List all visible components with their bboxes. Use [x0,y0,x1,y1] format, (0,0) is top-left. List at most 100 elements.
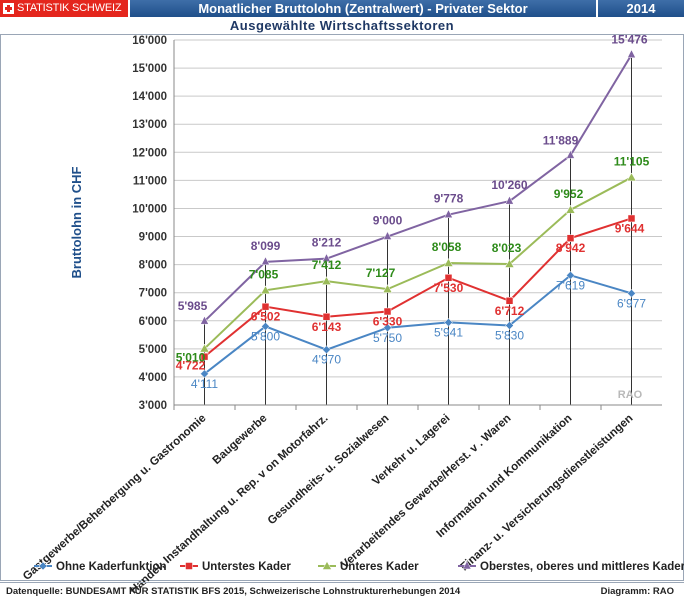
data-point [322,313,331,321]
data-point [444,274,453,282]
legend-item: Oberstes, oberes und mittleres Kader [480,561,684,573]
y-tick-label: 10'000 [132,203,167,215]
y-tick-label: 7'000 [139,288,167,300]
data-point [443,257,454,267]
data-label: 9'952 [554,187,584,201]
data-label: 8'099 [251,239,281,253]
data-point [260,285,271,295]
legend-marker [185,562,193,570]
x-tick-label: Information und Kommunikation [434,412,574,540]
data-point [627,214,636,223]
x-tick-label: Gesundheits- u. Sozialwesen [266,412,392,527]
y-tick-label: 3'000 [139,400,167,412]
data-label: 4'970 [312,353,341,367]
y-tick-label: 16'000 [132,35,167,47]
data-point [505,297,514,305]
data-point [383,230,392,240]
chart-title: Monatlicher Bruttolohn (Zentralwert) - P… [130,0,596,17]
y-tick-label: 13'000 [132,119,167,131]
data-point [444,318,453,327]
watermark-text: RAO [618,389,643,401]
data-point [322,345,331,355]
data-label: 10'260 [491,178,528,192]
year-label: 2014 [598,0,684,17]
y-tick-label: 9'000 [139,232,167,244]
y-tick-label: 12'000 [132,147,167,159]
data-label: 8'212 [312,236,342,250]
data-point [261,302,270,311]
data-point [627,49,636,58]
legend-item: Ohne Kaderfunktion [56,561,167,573]
x-tick-label: Gastgewerbe/Beherbergung u. Gastronomie [21,412,209,583]
data-label: 11'105 [614,154,650,168]
data-point [200,369,209,379]
data-label: 9'000 [373,214,403,228]
data-point [200,352,209,361]
data-label: 5'800 [251,329,280,343]
diagram-credit: Diagramm: RAO [600,586,674,597]
y-tick-label: 14'000 [132,91,167,103]
y-axis-label: Bruttolohn in CHF [69,166,84,278]
data-source: Datenquelle: BUNDESAMT FÜR STATISTIK BFS… [6,586,461,597]
brand-name: STATISTIK SCHWEIZ [17,2,122,14]
data-label: 8'942 [556,241,586,255]
data-point [627,288,636,298]
data-point [505,195,514,205]
data-point [566,234,575,242]
brand-logo: STATISTIK SCHWEIZ [0,0,128,17]
data-label: 9'778 [434,192,464,206]
series-line [203,274,632,375]
header-bar: STATISTIK SCHWEIZ Monatlicher Bruttolohn… [0,0,684,17]
legend-marker [322,560,332,570]
data-point [565,204,576,214]
data-label: 7'530 [434,281,464,295]
data-label: 9'644 [615,221,645,235]
data-label: 7'127 [366,266,396,280]
data-label: 11'889 [543,133,579,147]
data-point [444,209,453,218]
data-point [566,270,575,280]
y-tick-label: 15'000 [132,63,167,75]
legend-item: Unterstes Kader [202,561,291,573]
data-label: 6'330 [373,315,403,329]
data-point [261,256,270,266]
data-point [505,321,514,330]
y-tick-label: 6'000 [139,316,167,328]
chart-subtitle: Ausgewählte Wirtschaftssektoren [229,18,455,33]
x-tick-label: Baugewerbe [211,412,270,467]
data-label: 5'985 [178,299,208,313]
data-label: 4'722 [176,359,206,373]
data-point [200,315,209,325]
swiss-cross-icon [3,3,14,14]
data-label: 7'085 [249,267,279,281]
data-label: 6'977 [617,296,646,310]
series-line [203,54,633,322]
series-line [203,217,632,358]
data-label: 8'058 [432,240,462,254]
data-label: 8'023 [492,241,522,255]
y-tick-label: 8'000 [139,260,167,272]
data-label: 6'712 [495,304,525,318]
data-point [383,323,392,333]
data-point [566,149,575,159]
data-label: 7'412 [312,258,342,272]
data-label: 6'502 [251,310,281,324]
data-label: 4'111 [191,377,219,391]
data-point [504,258,515,268]
data-point [261,322,270,331]
legend-marker [38,561,48,571]
y-tick-label: 5'000 [139,344,167,356]
legend-item: Unteres Kader [340,561,419,573]
data-point [383,307,392,316]
footer: Datenquelle: BUNDESAMT FÜR STATISTIK BFS… [0,582,684,601]
data-label: 5'941 [434,325,463,339]
data-point [322,253,331,262]
series-line [203,176,632,350]
data-label: 5'830 [495,329,524,343]
data-point [199,343,210,353]
data-point [626,172,637,182]
data-label: 6'143 [312,320,342,334]
y-tick-label: 4'000 [139,372,167,384]
data-label: 5'010 [176,351,206,365]
